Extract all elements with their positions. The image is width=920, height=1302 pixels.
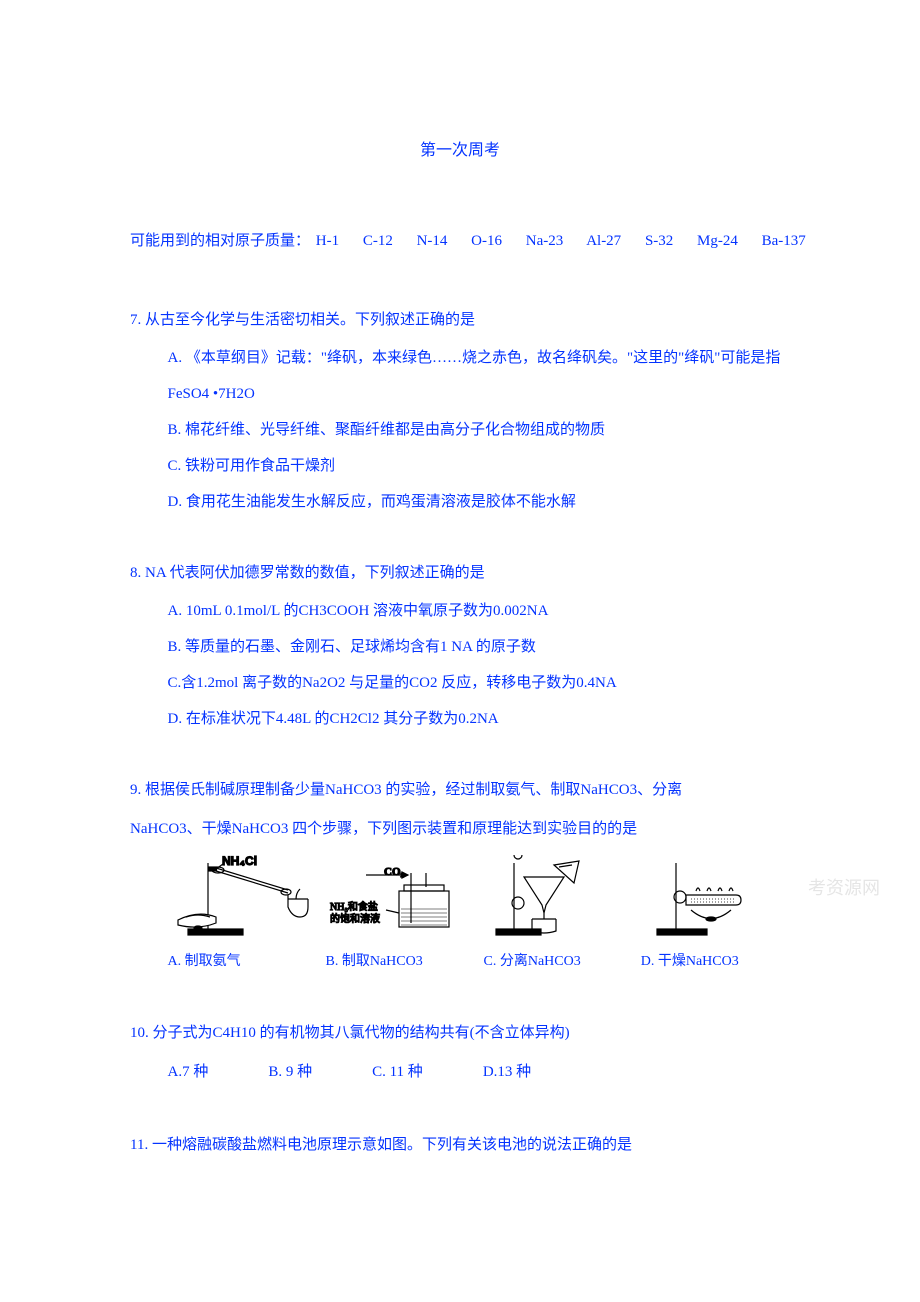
atomic-mass-item: Mg-24 — [697, 233, 738, 249]
watermark-text: 考资源网 — [808, 865, 880, 912]
option-list: A. 10mL 0.1mol/L 的CH3COOH 溶液中氧原子数为0.002N… — [130, 593, 790, 737]
question-number: 8. — [130, 565, 141, 581]
figure-d: D. 干燥NaHCO3 — [641, 855, 790, 980]
option-c: C.含1.2mol 离子数的Na2O2 与足量的CO2 反应，转移电子数为0.4… — [168, 665, 791, 701]
exam-page: 第一次周考 可能用到的相对原子质量： H-1 C-12 N-14 O-16 Na… — [0, 0, 920, 1259]
question-number: 7. — [130, 312, 141, 328]
apparatus-d-icon — [641, 855, 790, 940]
apparatus-c-icon — [484, 855, 633, 940]
figure-b-caption: B. 制取NaHCO3 — [326, 944, 476, 980]
question-stem: 7. 从古至今化学与生活密切相关。下列叙述正确的是 — [130, 301, 790, 340]
option-a: A. 10mL 0.1mol/L 的CH3COOH 溶液中氧原子数为0.002N… — [168, 593, 791, 629]
apparatus-a-icon: NH₄Cl — [168, 855, 318, 940]
option-b: B. 棉花纤维、光导纤维、聚酯纤维都是由高分子化合物组成的物质 — [168, 412, 791, 448]
question-stem-cont: NaHCO3、干燥NaHCO3 四个步骤，下列图示装置和原理能达到实验目的的是 — [130, 810, 790, 849]
question-text: 从古至今化学与生活密切相关。下列叙述正确的是 — [145, 312, 475, 328]
atomic-mass-item: Ba-137 — [762, 233, 806, 249]
figure-b: CO₂ — [326, 855, 476, 980]
atomic-mass-item: C-12 — [363, 233, 393, 249]
question-number: 11. — [130, 1137, 148, 1153]
atomic-mass-item: O-16 — [471, 233, 502, 249]
atomic-mass-label: 可能用到的相对原子质量： — [130, 233, 310, 249]
option-a: A. 《本草纲目》记载："绛矾，本来绿色……烧之赤色，故名绛矾矣。"这里的"绛矾… — [168, 340, 791, 412]
figure-c-caption: C. 分离NaHCO3 — [484, 944, 633, 980]
option-list: A. 《本草纲目》记载："绛矾，本来绿色……烧之赤色，故名绛矾矣。"这里的"绛矾… — [130, 340, 790, 520]
option-list-inline: A.7 种 B. 9 种 C. 11 种 D.13 种 — [130, 1053, 790, 1092]
nh3-label-2: 的饱和溶液 — [330, 912, 380, 925]
atomic-mass-item: S-32 — [645, 233, 673, 249]
atomic-mass-line: 可能用到的相对原子质量： H-1 C-12 N-14 O-16 Na-23 Al… — [130, 222, 790, 261]
question-text: NA 代表阿伏加德罗常数的数值，下列叙述正确的是 — [145, 565, 485, 581]
nh4cl-label: NH₄Cl — [222, 855, 257, 868]
question-stem: 11. 一种熔融碳酸盐燃料电池原理示意如图。下列有关该电池的说法正确的是 — [130, 1126, 790, 1165]
question-number: 10. — [130, 1025, 149, 1041]
option-b: B. 9 种 — [268, 1053, 312, 1092]
question-text: 一种熔融碳酸盐燃料电池原理示意如图。下列有关该电池的说法正确的是 — [152, 1137, 632, 1153]
atomic-mass-item: Al-27 — [586, 233, 621, 249]
option-b: B. 等质量的石墨、金刚石、足球烯均含有1 NA 的原子数 — [168, 629, 791, 665]
question-11: 11. 一种熔融碳酸盐燃料电池原理示意如图。下列有关该电池的说法正确的是 — [130, 1126, 790, 1165]
question-7: 7. 从古至今化学与生活密切相关。下列叙述正确的是 A. 《本草纲目》记载："绛… — [130, 301, 790, 520]
option-d: D. 食用花生油能发生水解反应，而鸡蛋清溶液是胶体不能水解 — [168, 484, 791, 520]
question-9: 9. 根据侯氏制碱原理制备少量NaHCO3 的实验，经过制取氨气、制取NaHCO… — [130, 771, 790, 980]
figure-d-caption: D. 干燥NaHCO3 — [641, 944, 790, 980]
question-10: 10. 分子式为C4H10 的有机物其八氯代物的结构共有(不含立体异构) A.7… — [130, 1014, 790, 1092]
question-stem: 8. NA 代表阿伏加德罗常数的数值，下列叙述正确的是 — [130, 554, 790, 593]
atomic-mass-item: H-1 — [316, 233, 339, 249]
figure-c: C. 分离NaHCO3 — [484, 855, 633, 980]
nh3-label-1: NH₃和食盐 — [330, 900, 378, 913]
option-c: C. 11 种 — [372, 1053, 423, 1092]
atomic-mass-item: Na-23 — [526, 233, 564, 249]
question-text-1: 根据侯氏制碱原理制备少量NaHCO3 的实验，经过制取氨气、制取NaHCO3、分… — [145, 782, 682, 798]
question-number: 9. — [130, 782, 141, 798]
option-d: D. 在标准状况下4.48L 的CH2Cl2 其分子数为0.2NA — [168, 701, 791, 737]
question-stem: 9. 根据侯氏制碱原理制备少量NaHCO3 的实验，经过制取氨气、制取NaHCO… — [130, 771, 790, 810]
figure-row: NH₄Cl A. 制取氨气 CO₂ — [168, 855, 791, 980]
option-d: D.13 种 — [483, 1053, 531, 1092]
question-8: 8. NA 代表阿伏加德罗常数的数值，下列叙述正确的是 A. 10mL 0.1m… — [130, 554, 790, 737]
option-c: C. 铁粉可用作食品干燥剂 — [168, 448, 791, 484]
question-text: 分子式为C4H10 的有机物其八氯代物的结构共有(不含立体异构) — [153, 1025, 570, 1041]
option-a: A.7 种 — [168, 1053, 209, 1092]
apparatus-b-icon: CO₂ — [326, 855, 476, 940]
figure-a-caption: A. 制取氨气 — [168, 944, 318, 980]
atomic-mass-item: N-14 — [417, 233, 448, 249]
figure-a: NH₄Cl A. 制取氨气 — [168, 855, 318, 980]
page-title: 第一次周考 — [130, 130, 790, 172]
question-stem: 10. 分子式为C4H10 的有机物其八氯代物的结构共有(不含立体异构) — [130, 1014, 790, 1053]
